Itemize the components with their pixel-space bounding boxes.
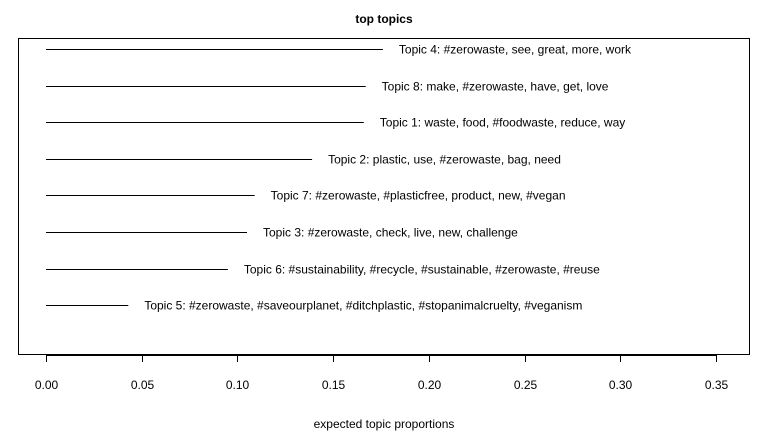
x-tick-label: 0.15: [322, 378, 346, 392]
bars-group: Topic 4: #zerowaste, see, great, more, w…: [46, 43, 632, 313]
x-tick-label: 0.35: [705, 378, 729, 392]
topic-label: Topic 2: plastic, use, #zerowaste, bag, …: [328, 153, 561, 167]
chart-title: top topics: [355, 12, 413, 26]
x-tick-label: 0.00: [35, 378, 59, 392]
x-axis: 0.00 0.05 0.10 0.15 0.20 0.25 0.30 0.35: [35, 355, 729, 392]
topic-label: Topic 8: make, #zerowaste, have, get, lo…: [382, 80, 609, 94]
x-tick-label: 0.25: [514, 378, 538, 392]
topic-label: Topic 1: waste, food, #foodwaste, reduce…: [380, 116, 625, 130]
topic-label: Topic 3: #zerowaste, check, live, new, c…: [263, 226, 518, 240]
x-tick-label: 0.20: [418, 378, 442, 392]
topic-label: Topic 7: #zerowaste, #plasticfree, produ…: [271, 189, 566, 203]
topic-label: Topic 4: #zerowaste, see, great, more, w…: [399, 43, 632, 57]
x-axis-label: expected topic proportions: [314, 417, 455, 431]
topic-label: Topic 6: #sustainability, #recycle, #sus…: [244, 263, 600, 277]
x-tick-label: 0.05: [131, 378, 155, 392]
topic-label: Topic 5: #zerowaste, #saveourplanet, #di…: [144, 299, 582, 313]
plot-area-frame: [18, 38, 750, 355]
x-tick-label: 0.10: [226, 378, 250, 392]
x-tick-label: 0.30: [609, 378, 633, 392]
